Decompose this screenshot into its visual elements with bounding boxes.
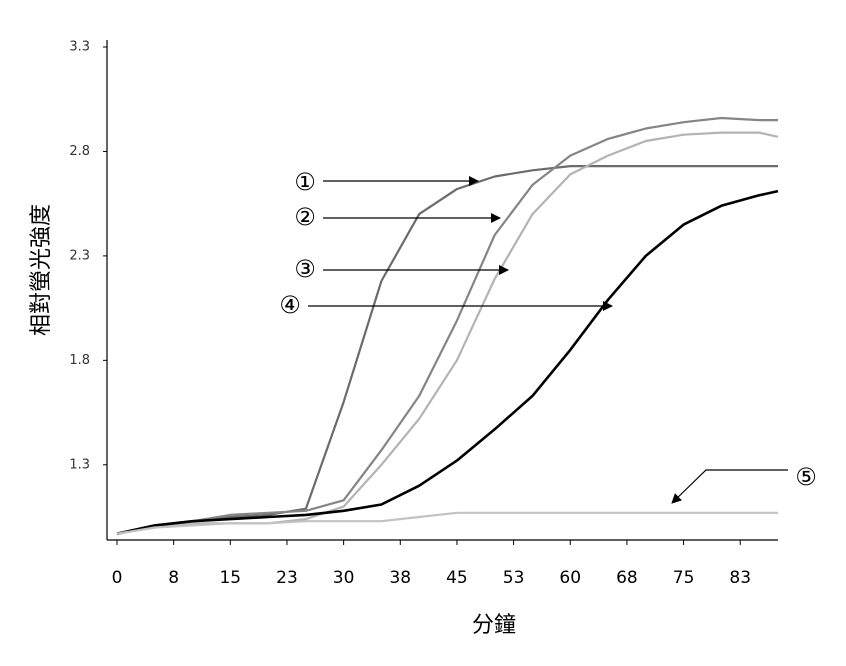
y-axis-label: 相對螢光強度 (29, 204, 54, 336)
series-label: ① (294, 168, 316, 196)
x-tick-label: 68 (616, 568, 638, 588)
x-tick-label: 75 (673, 568, 695, 588)
y-tick-label: 1.3 (69, 457, 90, 472)
callout-arrow (671, 469, 788, 504)
series-label: ⑤ (795, 463, 817, 491)
x-axis-label: 分鐘 (472, 613, 516, 638)
series-line (116, 116, 778, 535)
series-line (116, 511, 778, 535)
series-label: ④ (279, 291, 301, 319)
x-tick-label: 60 (559, 568, 581, 588)
series-line (116, 165, 778, 535)
x-tick-label: 0 (112, 568, 123, 588)
series-line (116, 131, 779, 535)
y-tick-label: 2.8 (69, 144, 90, 159)
y-tick-label: 1.8 (69, 353, 90, 368)
x-tick-label: 53 (503, 568, 525, 588)
y-tick-label: 3.3 (69, 40, 90, 55)
x-tick-label: 45 (446, 568, 468, 588)
x-tick-label: 15 (219, 568, 241, 588)
x-tick-label: 8 (168, 568, 179, 588)
x-tick-label: 38 (389, 568, 411, 588)
series-line (116, 189, 779, 535)
x-tick-label: 83 (729, 568, 751, 588)
series-label: ③ (294, 255, 316, 283)
series-label: ② (294, 203, 316, 231)
x-tick-label: 23 (276, 568, 298, 588)
x-tick-label: 30 (333, 568, 355, 588)
y-tick-label: 2.3 (69, 248, 90, 263)
